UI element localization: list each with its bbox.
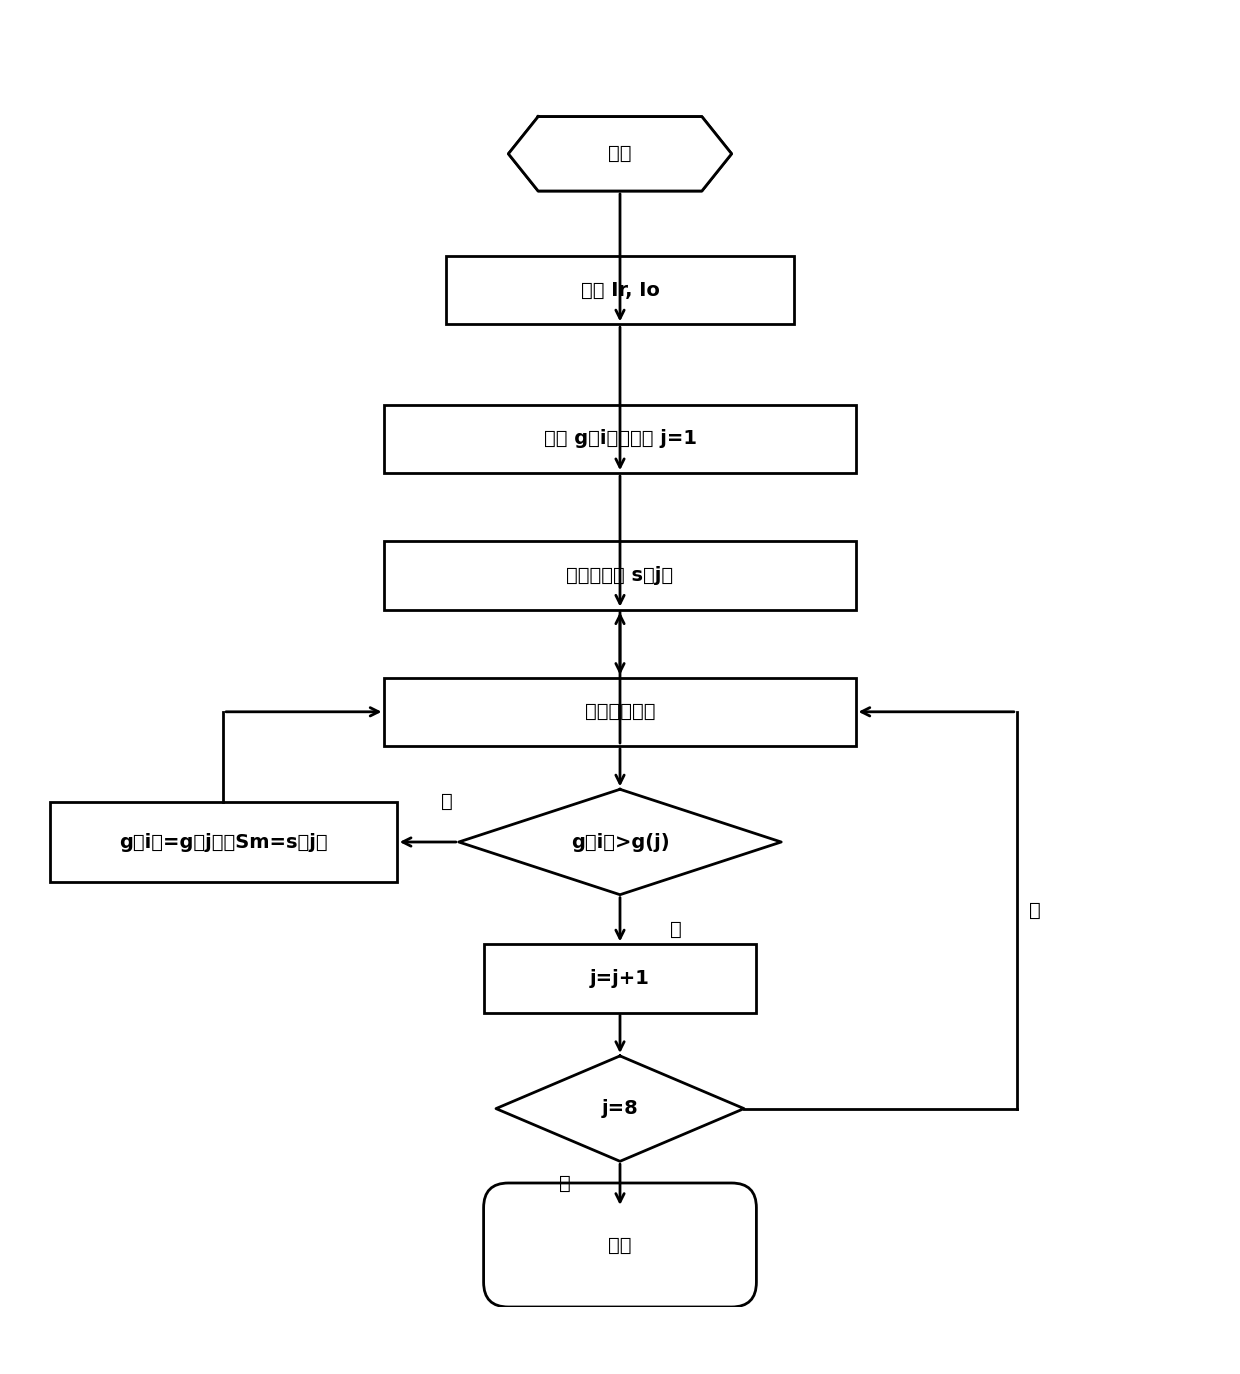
- Bar: [446, 256, 794, 324]
- Text: 是: 是: [441, 791, 453, 811]
- Polygon shape: [459, 789, 781, 894]
- FancyBboxPatch shape: [484, 1183, 756, 1307]
- Text: 采样 Ir, Io: 采样 Ir, Io: [580, 280, 660, 300]
- Text: g（i）>g(j): g（i）>g(j): [570, 833, 670, 852]
- Text: 是: 是: [559, 1173, 570, 1193]
- Polygon shape: [496, 1055, 744, 1161]
- Text: 输出电流预测: 输出电流预测: [585, 702, 655, 721]
- Polygon shape: [508, 117, 732, 191]
- Text: 否: 否: [670, 919, 681, 938]
- Text: j=8: j=8: [601, 1099, 639, 1118]
- Text: 否: 否: [1029, 901, 1040, 919]
- Bar: [384, 405, 856, 473]
- Bar: [50, 801, 397, 882]
- Text: 开始: 开始: [609, 144, 631, 164]
- Text: 开关状态为 s（j）: 开关状态为 s（j）: [567, 566, 673, 585]
- Bar: [484, 944, 756, 1013]
- Text: 给定 g（i），设置 j=1: 给定 g（i），设置 j=1: [543, 430, 697, 448]
- Text: 结束: 结束: [609, 1235, 631, 1254]
- Bar: [384, 541, 856, 610]
- Text: g（i）=g（j），Sm=s（j）: g（i）=g（j），Sm=s（j）: [119, 833, 327, 852]
- Text: j=j+1: j=j+1: [590, 969, 650, 988]
- Bar: [384, 677, 856, 746]
